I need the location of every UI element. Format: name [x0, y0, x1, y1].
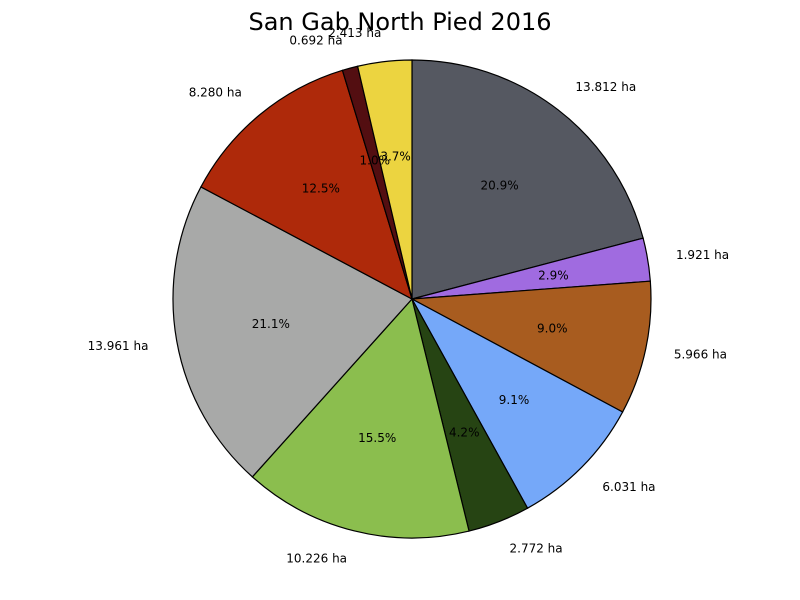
value-label-2: 5.966 ha: [674, 348, 727, 362]
value-label-4: 2.772 ha: [510, 541, 563, 555]
value-label-0: 13.812 ha: [575, 80, 636, 94]
percent-label-6: 21.1%: [252, 317, 290, 331]
percent-label-1: 2.9%: [538, 268, 569, 282]
value-label-3: 6.031 ha: [602, 480, 655, 494]
percent-label-4: 4.2%: [449, 426, 480, 440]
pie-slice-9: [356, 59, 413, 300]
percent-label-7: 12.5%: [302, 181, 340, 195]
percent-label-0: 20.9%: [480, 178, 518, 192]
value-label-5: 10.226 ha: [286, 552, 347, 566]
pie-slice-3: [410, 297, 624, 510]
value-label-6: 13.961 ha: [88, 339, 149, 353]
percent-label-2: 9.0%: [537, 322, 568, 336]
percent-label-8: 1.0%: [360, 154, 391, 168]
value-label-8: 0.692 ha: [289, 33, 342, 47]
value-label-1: 1.921 ha: [676, 248, 729, 262]
percent-label-5: 15.5%: [358, 431, 396, 445]
percent-label-3: 9.1%: [499, 393, 530, 407]
pie-slice-6: [172, 186, 413, 478]
percent-label-9: 3.7%: [380, 150, 411, 164]
pie-slice-2: [409, 280, 652, 413]
pie-slice-5: [251, 297, 470, 539]
value-label-9: 2.413 ha: [328, 26, 381, 40]
value-label-7: 8.280 ha: [189, 85, 242, 99]
chart-title: San Gab North Pied 2016: [248, 8, 552, 36]
pie-slice-0: [411, 59, 644, 300]
